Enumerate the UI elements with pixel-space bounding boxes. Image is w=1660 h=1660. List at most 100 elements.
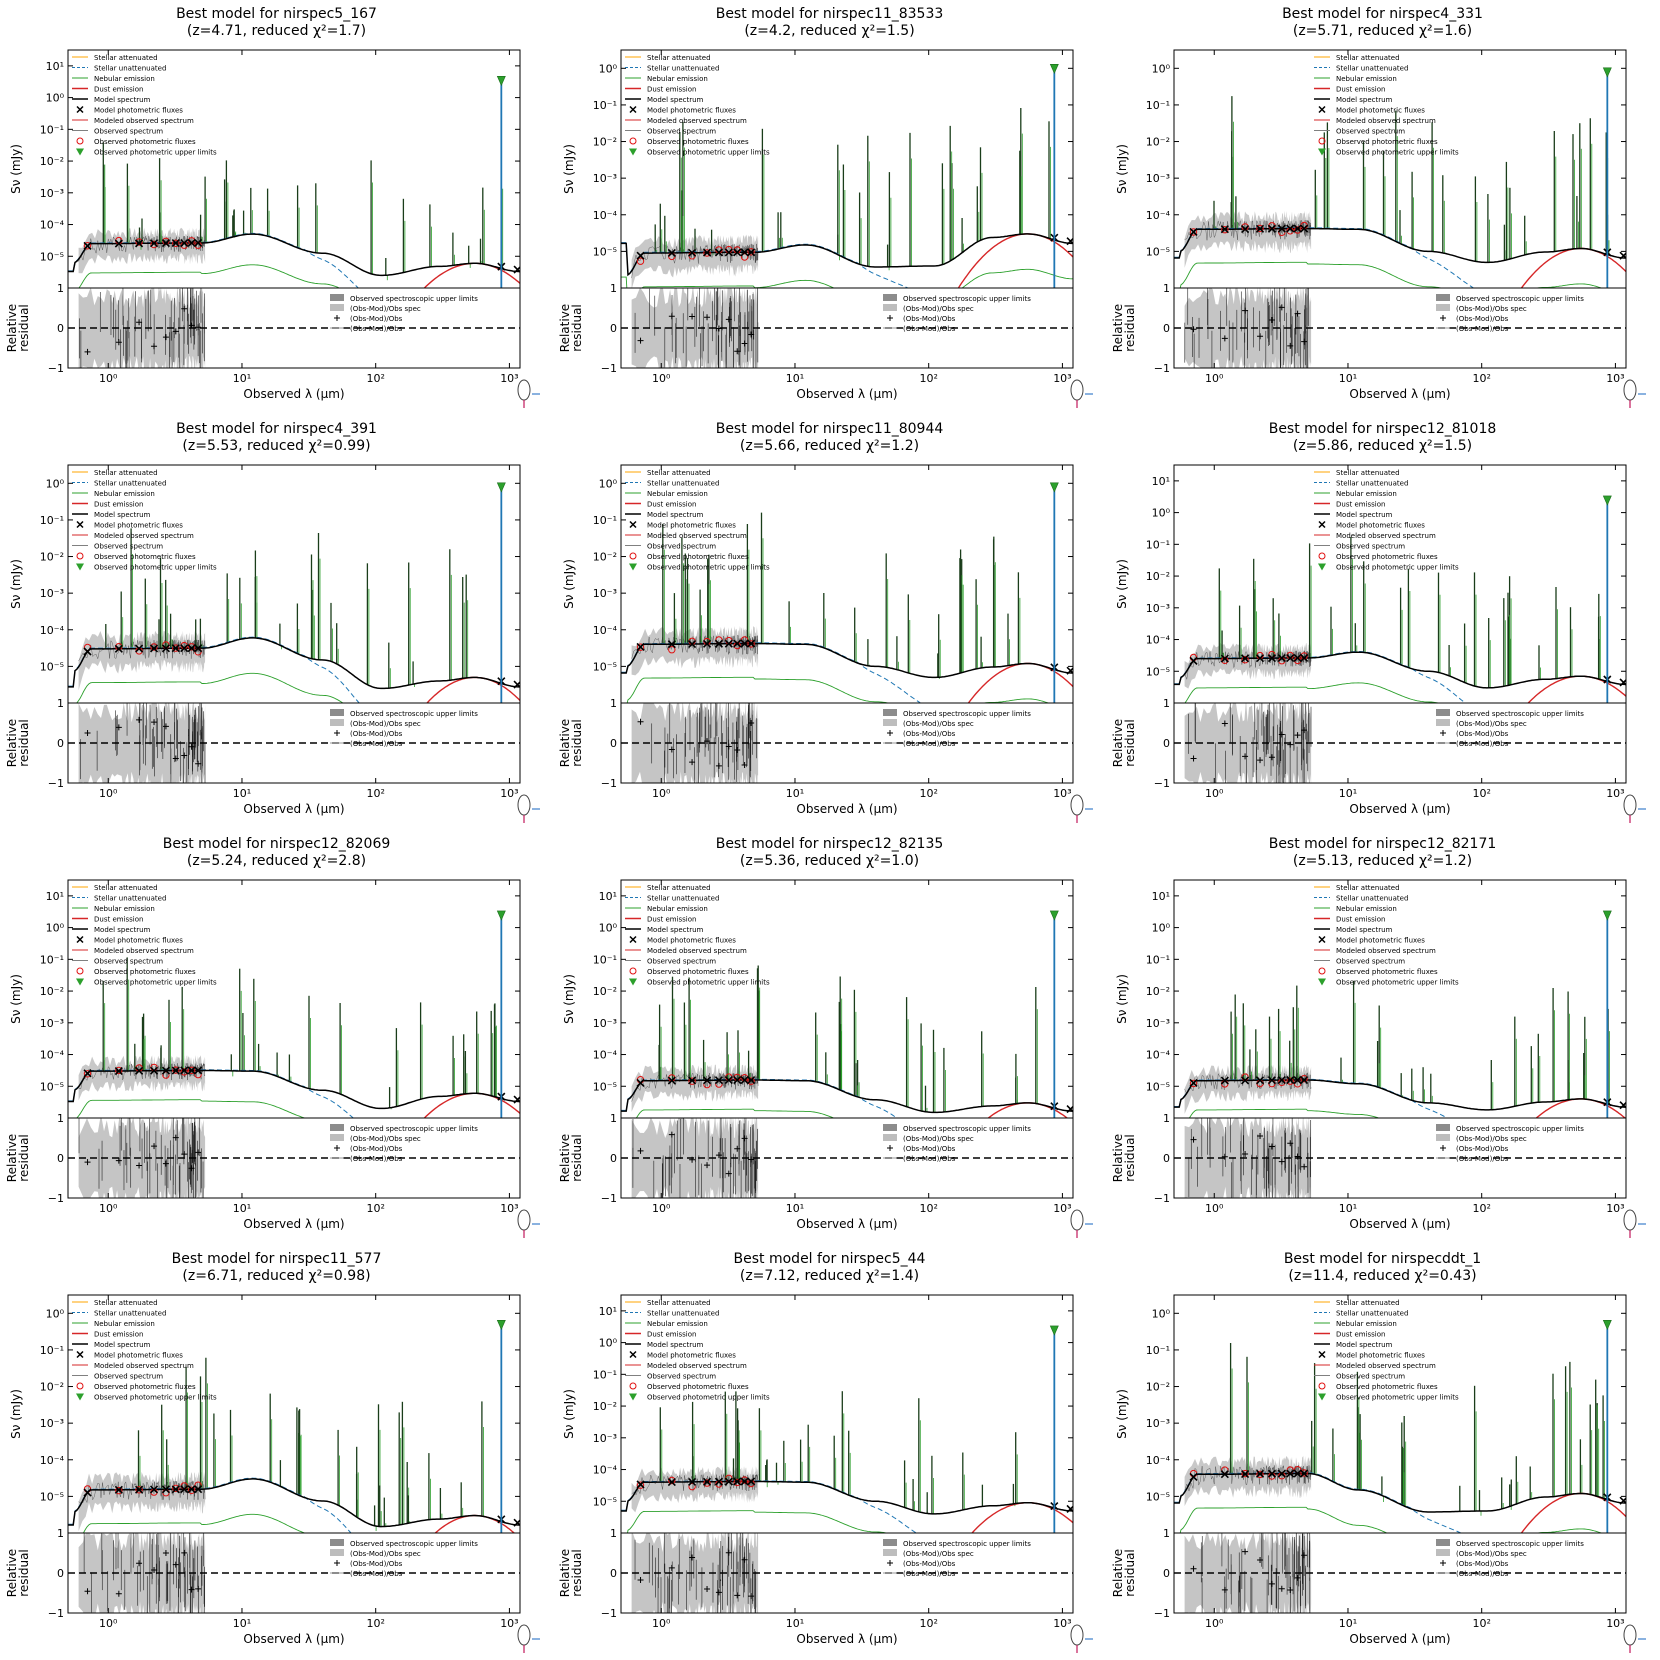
- legend-label: Observed photometric fluxes: [647, 553, 749, 561]
- legend-label: Stellar attenuated: [1336, 469, 1400, 477]
- residual-photometry-marker: [151, 343, 158, 350]
- residual-photometry-marker: [1221, 1586, 1228, 1593]
- residual-photometry-marker: [172, 328, 179, 335]
- y-tick-label: 10⁻³: [1146, 172, 1170, 185]
- legend: Stellar attenuated Stellar unattenuated Ne…: [72, 469, 217, 572]
- y-tick-label: 10⁻³: [593, 587, 617, 600]
- sed-panel: Best model for nirspec12_82135 (z=5.36, r…: [553, 830, 1106, 1245]
- model-photometric-flux-marker: [171, 1066, 180, 1075]
- y-tick-label: 10⁻¹: [1146, 1344, 1170, 1357]
- residual-legend: Observed spectroscopic upper limits (Obs-…: [1436, 1539, 1584, 1578]
- residual-plot-area: [631, 1533, 759, 1613]
- model-photometric-flux-marker: [724, 248, 733, 257]
- residual-photometry-legend-key: [334, 1560, 340, 1566]
- residual-photometry-marker: [741, 1556, 748, 1563]
- model-photometric-flux-marker: [1241, 1469, 1250, 1479]
- model-photometric-flux-marker: [724, 1076, 733, 1085]
- residual-photometry-marker: [1190, 1565, 1197, 1572]
- sed-chart: 10⁻⁵ 10⁻⁴ 10⁻³ 10⁻² 10⁻¹ 10⁰ 10¹ 1 0 −1 10⁰ 10¹ 10² 1…: [5, 49, 540, 408]
- legend-label: Model spectrum: [647, 1341, 704, 1349]
- residual-axis-label: Relative: [5, 1549, 19, 1597]
- y-tick-label: 10⁻¹: [40, 1344, 64, 1357]
- panel-title: Best model for nirspec12_82135: [715, 836, 944, 852]
- cigale-logo: [1070, 379, 1093, 408]
- legend-label: Model spectrum: [1336, 96, 1393, 104]
- spectroscopic-upper-limits-legend-key: [330, 709, 344, 716]
- y-tick-label: 10⁻⁵: [593, 1080, 617, 1093]
- panel-title: Best model for nirspec12_81018: [1268, 421, 1497, 437]
- panel-subtitle: (z=5.71, reduced χ²=1.6): [1292, 23, 1473, 39]
- sed-chart: 10⁻⁵ 10⁻⁴ 10⁻³ 10⁻² 10⁻¹ 10⁰ 10¹ 1 0 −1 10⁰ 10¹ 10² 1…: [1111, 879, 1646, 1238]
- residual-legend-label: Observed spectroscopic upper limits: [1456, 295, 1584, 303]
- model-photometric-flux-marker: [180, 1485, 189, 1494]
- residual-tick-label: −1: [601, 1192, 617, 1205]
- spectroscopic-upper-limits-legend-key: [883, 1124, 897, 1131]
- y-tick-label: 10⁻⁴: [593, 1049, 618, 1062]
- model-photometric-flux-marker: [135, 239, 144, 248]
- residual-legend-label: (Obs-Mod)/Obs: [350, 315, 403, 323]
- model-photometric-flux-marker: [114, 1485, 123, 1494]
- y-tick-label: 10⁻³: [40, 587, 64, 600]
- residual-photometry-marker: [704, 314, 711, 321]
- residual-axis-label: Relative: [558, 304, 572, 352]
- cigale-logo: [1070, 1209, 1093, 1238]
- cigale-logo: [517, 794, 540, 823]
- x-tick-label: 10¹: [1339, 372, 1357, 385]
- cigale-logo: [1070, 1624, 1093, 1653]
- model-photometric-flux-marker: [733, 639, 742, 648]
- residual-photometry-marker: [668, 1564, 675, 1571]
- model-spectrum-line: [1174, 1472, 1626, 1513]
- residual-tick-label: −1: [48, 1192, 64, 1205]
- residual-photometry-marker: [715, 1152, 722, 1159]
- observed-photometric-fluxes-legend-key: [629, 1382, 637, 1390]
- y-tick-label: 10⁻⁵: [40, 250, 64, 263]
- residual-photometry-marker: [172, 755, 179, 762]
- sed-plot-area: [1174, 910, 1626, 1118]
- residual-legend-label: (Obs-Mod)/Obs: [1456, 1570, 1509, 1578]
- residual-legend: Observed spectroscopic upper limits (Obs-…: [883, 294, 1031, 333]
- model-photometric-flux-marker: [187, 238, 196, 248]
- legend-label: Dust emission: [647, 501, 696, 509]
- y-tick-label: 10⁻³: [593, 1017, 617, 1030]
- y-tick-label: 10⁻²: [593, 1400, 617, 1413]
- legend-label: Dust emission: [647, 86, 696, 94]
- model-photometric-flux-marker: [149, 1485, 159, 1494]
- residual-photometry-marker: [84, 1588, 91, 1595]
- residual-legend-label: Observed spectroscopic upper limits: [903, 710, 1031, 718]
- y-axis-label: Sν (mJy): [562, 1389, 576, 1439]
- x-tick-label: 10³: [1606, 787, 1624, 800]
- observed-photometric-flux-marker: [636, 1481, 645, 1489]
- legend-label: Stellar attenuated: [94, 54, 158, 62]
- residual-photometry-legend-key: [1440, 315, 1446, 321]
- x-tick-label: 10²: [1472, 1202, 1490, 1215]
- panel-subtitle: (z=5.86, reduced χ²=1.5): [1292, 438, 1473, 454]
- observed-upper-limit-marker: [496, 1320, 506, 1331]
- observed-photometric-flux-marker: [135, 1486, 143, 1494]
- dust-emission-line: [1527, 675, 1626, 703]
- y-tick-label: 10⁰: [46, 1307, 65, 1320]
- legend-label: Stellar attenuated: [647, 1299, 711, 1307]
- residual-photometry-marker: [704, 1162, 711, 1169]
- x-axis-label: Observed λ (μm): [243, 1217, 344, 1231]
- observed-photometric-fluxes-legend-key: [76, 137, 84, 145]
- x-tick-label: 10⁰: [99, 372, 118, 385]
- residual-legend: Observed spectroscopic upper limits (Obs-…: [883, 709, 1031, 748]
- model-photometric-flux-marker: [740, 1075, 749, 1085]
- y-tick-label: 10⁻⁴: [1146, 634, 1171, 647]
- panel-title: Best model for nirspec5_167: [176, 6, 377, 22]
- stellar-unattenuated-line: [1174, 227, 1475, 288]
- x-tick-label: 10³: [500, 372, 518, 385]
- legend-label: Observed photometric upper limits: [1336, 979, 1459, 987]
- observed-photometric-flux-marker: [172, 239, 180, 248]
- y-tick-label: 10⁻³: [40, 1017, 64, 1030]
- model-photometric-flux-marker: [733, 1075, 742, 1085]
- y-tick-label: 10⁻⁴: [40, 1454, 65, 1467]
- observed-photometric-flux-marker: [135, 238, 143, 246]
- legend-label: Observed spectrum: [1336, 958, 1405, 966]
- legend-label: Dust emission: [1336, 501, 1385, 509]
- sed-panel: Best model for nirspec4_391 (z=5.53, redu…: [0, 415, 553, 830]
- legend: Stellar attenuated Stellar unattenuated Ne…: [72, 884, 217, 987]
- legend-label: Observed photometric upper limits: [94, 564, 217, 572]
- residual-photometry-marker: [1268, 316, 1275, 323]
- y-tick-label: 10⁻⁵: [1146, 1490, 1170, 1503]
